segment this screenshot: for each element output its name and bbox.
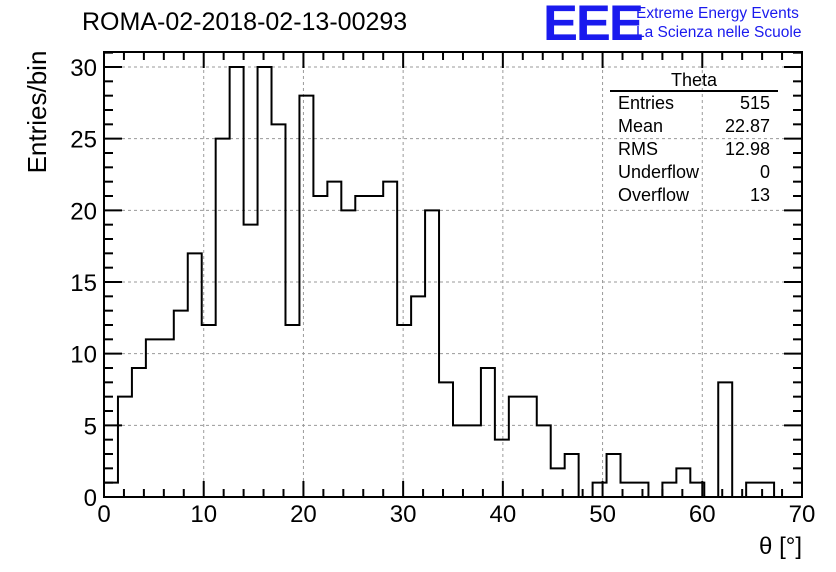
stats-value: 13 [749, 185, 770, 205]
stats-value: 515 [739, 93, 770, 113]
y-tick-label: 15 [70, 270, 97, 297]
logo-caption-line2: La Scienza nelle Scuole [636, 24, 802, 41]
axes [103, 51, 803, 498]
y-tick-label: 30 [70, 55, 97, 82]
y-tick-label: 20 [70, 198, 97, 225]
x-tick-label: 50 [589, 501, 616, 528]
stats-row-overflow: Overflow 13 [610, 184, 778, 207]
stats-label: Underflow [618, 162, 700, 182]
stats-value: 12.98 [724, 139, 770, 159]
stats-value: 22.87 [724, 116, 770, 136]
stats-title: Theta [610, 70, 778, 92]
chart-title: ROMA-02-2018-02-13-00293 [82, 8, 408, 36]
stats-label: Mean [618, 116, 664, 136]
stats-box: Theta Entries 515 Mean 22.87 RMS 12.98 U… [610, 70, 778, 207]
logo-caption-line1: Extreme Energy Events [636, 5, 799, 22]
y-axis-label: Entries/bin [22, 50, 52, 174]
x-tick-label: 20 [290, 501, 317, 528]
stats-row-rms: RMS 12.98 [610, 138, 778, 161]
x-tick-label: 40 [490, 501, 517, 528]
stats-row-entries: Entries 515 [610, 92, 778, 115]
logo-caption: Extreme Energy Events La Scienza nelle S… [636, 4, 801, 42]
eee-logo: EEE [543, 0, 644, 51]
x-axis-label: θ [°] [759, 533, 802, 560]
x-tick-label: 70 [789, 501, 816, 528]
stats-value: 0 [759, 162, 770, 182]
y-tick-label: 25 [70, 127, 97, 154]
histogram-outline [103, 66, 802, 498]
plot-frame [103, 51, 803, 498]
y-tick-label: 0 [84, 485, 97, 512]
stats-row-mean: Mean 22.87 [610, 115, 778, 138]
tick-labels: 0 10 20 30 40 50 60 70 0 5 10 15 20 25 30 [70, 55, 815, 528]
stats-label: Overflow [618, 185, 690, 205]
y-tick-label: 5 [84, 413, 97, 440]
stats-label: RMS [618, 139, 658, 159]
stats-row-underflow: Underflow 0 [610, 161, 778, 184]
y-tick-label: 10 [70, 342, 97, 369]
x-tick-label: 0 [97, 501, 110, 528]
stats-label: Entries [618, 93, 675, 113]
x-tick-label: 30 [390, 501, 417, 528]
x-tick-label: 10 [190, 501, 217, 528]
x-tick-label: 60 [689, 501, 716, 528]
